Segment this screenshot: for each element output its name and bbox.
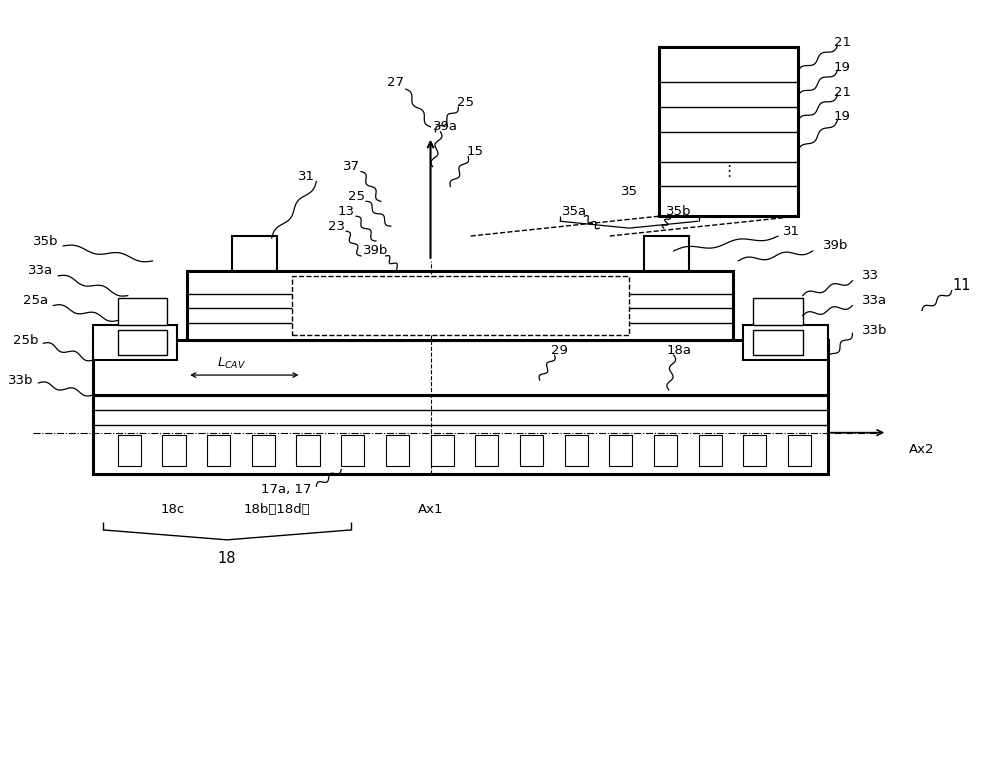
Bar (609, 435, 632, 467)
Bar (475, 435, 498, 467)
Text: 39a: 39a (433, 120, 458, 133)
Bar (162, 435, 186, 467)
Bar (743, 435, 766, 467)
Bar (296, 435, 320, 467)
Bar (118, 298, 167, 325)
Text: 33b: 33b (8, 373, 33, 386)
Text: 31: 31 (783, 225, 800, 238)
Text: 39b: 39b (823, 239, 848, 252)
Bar (252, 435, 275, 467)
Text: 35b: 35b (33, 235, 58, 248)
Text: 35a: 35a (562, 205, 587, 218)
Text: 33a: 33a (28, 265, 53, 278)
Bar (431, 435, 454, 467)
Text: Ax1: Ax1 (418, 503, 443, 516)
Text: 27: 27 (387, 76, 404, 89)
Bar (644, 236, 689, 271)
Bar (341, 435, 364, 467)
Text: 35b: 35b (666, 205, 691, 218)
Text: 19: 19 (834, 60, 851, 73)
Text: 17a, 17: 17a, 17 (261, 483, 312, 496)
Text: $L_{CAV}$: $L_{CAV}$ (217, 356, 246, 371)
Text: 13: 13 (338, 205, 355, 218)
Bar (699, 435, 722, 467)
Text: 35: 35 (621, 185, 638, 198)
Bar (520, 435, 543, 467)
Bar (118, 330, 167, 355)
Text: 33a: 33a (862, 294, 887, 307)
Text: 21: 21 (834, 86, 851, 99)
Bar (292, 275, 629, 335)
Text: 18c: 18c (160, 503, 185, 516)
Text: 25a: 25a (23, 294, 48, 307)
Bar (654, 435, 677, 467)
Text: 25: 25 (457, 96, 474, 109)
Bar (788, 435, 811, 467)
Text: 23: 23 (328, 220, 345, 233)
Text: 33: 33 (862, 269, 879, 282)
Text: 11: 11 (952, 278, 971, 293)
Bar (187, 271, 733, 340)
Text: Ax2: Ax2 (909, 443, 935, 456)
Bar (753, 298, 803, 325)
Bar (743, 325, 828, 360)
Bar (93, 395, 828, 474)
Text: 21: 21 (834, 36, 851, 49)
Text: 15: 15 (467, 145, 484, 158)
Bar (753, 330, 803, 355)
Text: 19: 19 (834, 110, 851, 123)
Text: 18b（18d）: 18b（18d） (243, 503, 310, 516)
Bar (232, 236, 277, 271)
Bar (565, 435, 588, 467)
Bar (207, 435, 230, 467)
Text: 25: 25 (348, 190, 365, 203)
Text: 29: 29 (551, 343, 568, 356)
Bar (659, 47, 798, 216)
Text: 31: 31 (298, 170, 315, 183)
Text: 18: 18 (218, 552, 236, 566)
Bar (93, 340, 828, 395)
Text: 18a: 18a (666, 343, 691, 356)
Text: 39b: 39b (363, 245, 389, 258)
Bar (118, 435, 141, 467)
Bar (386, 435, 409, 467)
Text: 37: 37 (343, 160, 360, 173)
Text: ⋮: ⋮ (721, 164, 736, 179)
Text: 25b: 25b (13, 334, 38, 347)
Bar (93, 325, 177, 360)
Text: 33b: 33b (862, 324, 888, 337)
